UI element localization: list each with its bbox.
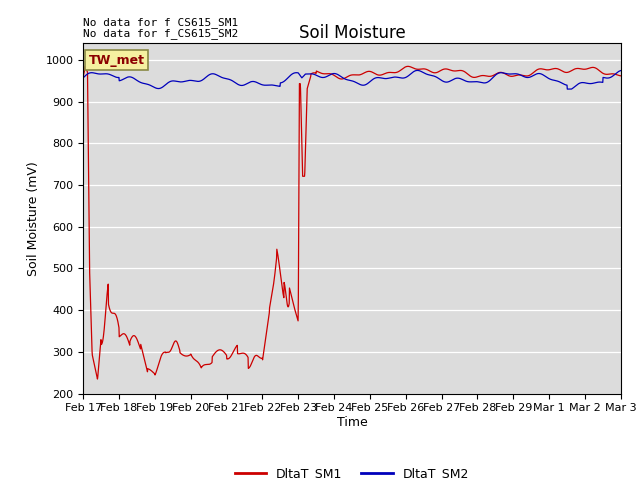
Line: DltaT_SM2: DltaT_SM2 [83, 71, 621, 89]
DltaT_SM2 [79, 75, 87, 81]
Y-axis label: Soil Moisture (mV): Soil Moisture (mV) [27, 161, 40, 276]
DltaT_SM1 [617, 73, 625, 79]
Line: DltaT_SM1: DltaT_SM1 [83, 66, 621, 379]
DltaT_SM1 [79, 74, 87, 80]
Text: No data for f CS615_SM1: No data for f CS615_SM1 [83, 17, 239, 28]
DltaT_SM1 [602, 72, 609, 77]
DltaT_SM1 [341, 75, 349, 81]
DltaT_SM2 [563, 86, 571, 92]
DltaT_SM2 [602, 75, 609, 81]
DltaT_SM2 [617, 68, 625, 73]
DltaT_SM2 [326, 72, 334, 77]
Text: TW_met: TW_met [88, 54, 145, 67]
DltaT_SM2 [602, 75, 609, 81]
DltaT_SM2 [503, 71, 511, 77]
DltaT_SM1 [503, 72, 511, 78]
DltaT_SM1 [327, 71, 335, 77]
DltaT_SM1 [93, 376, 101, 382]
DltaT_SM1 [404, 63, 412, 69]
DltaT_SM1 [107, 309, 115, 315]
Title: Soil Moisture: Soil Moisture [299, 24, 405, 42]
X-axis label: Time: Time [337, 416, 367, 429]
Legend: DltaT_SM1, DltaT_SM2: DltaT_SM1, DltaT_SM2 [230, 462, 474, 480]
DltaT_SM2 [340, 76, 348, 82]
DltaT_SM2 [107, 72, 115, 78]
Text: No data for f̲CS615̲SM2: No data for f̲CS615̲SM2 [83, 28, 239, 39]
DltaT_SM1 [602, 72, 609, 77]
DltaT_SM2 [413, 68, 421, 73]
